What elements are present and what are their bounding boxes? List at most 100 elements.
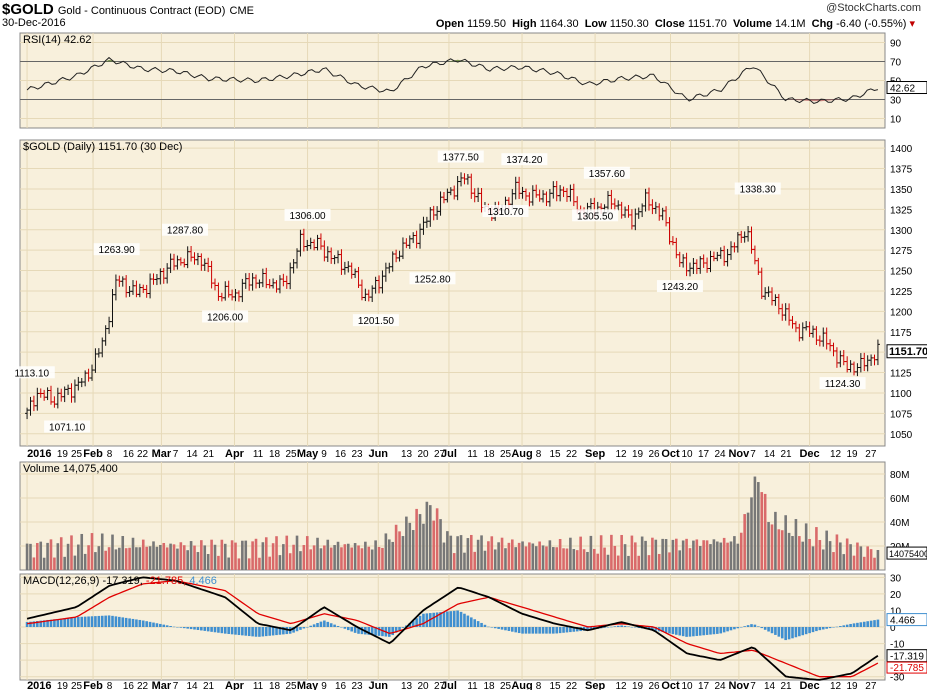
volume-bar xyxy=(675,538,678,570)
macd-histogram-bar xyxy=(302,627,306,629)
price-title: $GOLD (Daily) 1151.70 (30 Dec) xyxy=(23,141,182,153)
macd-histogram-bar xyxy=(432,612,436,627)
x-axis-label: 12 xyxy=(615,449,627,460)
macd-histogram-bar xyxy=(569,627,572,633)
macd-histogram-bar xyxy=(305,627,309,628)
x-axis-label: 12 xyxy=(615,681,627,690)
volume-bar xyxy=(637,555,641,570)
macd-histogram-bar xyxy=(268,627,271,636)
volume-bar xyxy=(531,543,535,570)
macd-histogram-bar xyxy=(107,615,111,627)
volume-bar xyxy=(794,519,798,570)
volume-bar xyxy=(770,524,774,570)
price-annotation: 1374.20 xyxy=(506,155,543,166)
macd-histogram-bar xyxy=(162,624,166,627)
macd-tick-label: -10 xyxy=(890,640,905,651)
volume-bar xyxy=(582,549,586,570)
macd-histogram-bar xyxy=(49,619,53,627)
volume-bar xyxy=(251,541,254,570)
macd-histogram-bar xyxy=(801,627,805,636)
price-tick-label: 1275 xyxy=(890,246,913,257)
macd-histogram-bar xyxy=(254,627,258,637)
volume-bar xyxy=(145,546,148,570)
x-axis-label: 19 xyxy=(846,681,858,690)
volume-bar xyxy=(278,555,282,570)
macd-histogram-bar xyxy=(555,627,559,634)
macd-tick-label: -30 xyxy=(890,673,905,684)
macd-histogram-bar xyxy=(545,627,548,634)
macd-histogram-bar xyxy=(94,616,97,627)
macd-histogram-bar xyxy=(135,619,138,627)
volume-bar xyxy=(258,557,261,570)
macd-histogram-bar xyxy=(381,627,384,637)
macd-histogram-bar xyxy=(206,627,210,632)
macd-histogram-bar xyxy=(408,623,412,627)
macd-histogram-bar xyxy=(589,627,593,630)
volume-bar xyxy=(391,541,395,570)
volume-bar xyxy=(172,544,176,570)
volume-bar xyxy=(53,557,56,570)
high-value: 1164.30 xyxy=(539,18,579,30)
macd-histogram-bar xyxy=(422,613,425,627)
volume-bar xyxy=(603,547,606,570)
volume-bar xyxy=(839,542,842,570)
macd-histogram-bar xyxy=(572,627,576,632)
volume-bar xyxy=(411,530,415,570)
x-axis-label: 7 xyxy=(750,449,756,460)
macd-histogram-bar xyxy=(80,616,84,627)
annotation-box xyxy=(656,280,703,293)
volume-bar xyxy=(230,540,234,570)
volume-bar xyxy=(176,548,179,570)
x-axis-label: Nov xyxy=(728,448,750,460)
volume-bar xyxy=(876,549,880,570)
volume-bar xyxy=(206,553,210,570)
volume-bar xyxy=(203,545,207,570)
macd-histogram-bar xyxy=(42,620,46,627)
volume-bar xyxy=(852,555,856,570)
x-axis-label: Oct xyxy=(661,448,680,460)
volume-bar xyxy=(422,523,425,570)
macd-histogram-bar xyxy=(552,627,555,634)
volume-bar xyxy=(528,542,531,570)
quote-line: Open 1159.50 High 1164.30 Low 1150.30 Cl… xyxy=(436,17,915,30)
macd-histogram-bar xyxy=(70,617,73,627)
volume-bar xyxy=(408,522,412,570)
annotation-box xyxy=(819,377,866,390)
macd-histogram-bar xyxy=(681,627,685,637)
chg-value: -6.40 (-0.55%) xyxy=(836,18,907,30)
macd-histogram-bar xyxy=(849,623,852,627)
macd-histogram-bar xyxy=(473,619,477,627)
rsi-tick-label: 30 xyxy=(890,96,902,107)
volume-bar xyxy=(514,547,518,570)
macd-histogram-bar xyxy=(285,627,289,635)
volume-bar xyxy=(784,515,787,570)
macd-histogram-bar xyxy=(774,627,777,635)
macd-histogram-bar xyxy=(842,625,846,627)
volume-bar xyxy=(87,545,90,570)
annotation-box xyxy=(734,182,781,195)
macd-histogram-bar xyxy=(510,627,514,632)
macd-histogram-bar xyxy=(312,624,316,627)
macd-histogram-bar xyxy=(613,626,617,627)
volume-bar xyxy=(319,548,323,570)
volume-bar xyxy=(866,546,869,570)
volume-bar xyxy=(753,476,757,570)
open-label: Open xyxy=(435,18,464,30)
price-annotation: 1124.30 xyxy=(825,379,861,390)
macd-histogram-bar xyxy=(323,620,326,627)
macd-histogram-bar xyxy=(442,611,446,627)
macd-hist-tag-value: 4.466 xyxy=(890,616,915,627)
volume-bar xyxy=(39,541,43,570)
x-axis-label: 7 xyxy=(173,681,179,690)
volume-bar xyxy=(627,555,630,570)
macd-histogram-bar xyxy=(480,622,483,627)
volume-bar xyxy=(234,542,237,570)
volume-bar xyxy=(736,543,740,570)
x-axis-label: 18 xyxy=(483,449,495,460)
volume-bar xyxy=(398,531,401,570)
volume-bar xyxy=(241,540,244,570)
macd-histogram-bar xyxy=(118,616,121,627)
annotation-box xyxy=(284,208,331,221)
volume-bar xyxy=(562,548,565,570)
macd-histogram-bar xyxy=(439,612,442,627)
